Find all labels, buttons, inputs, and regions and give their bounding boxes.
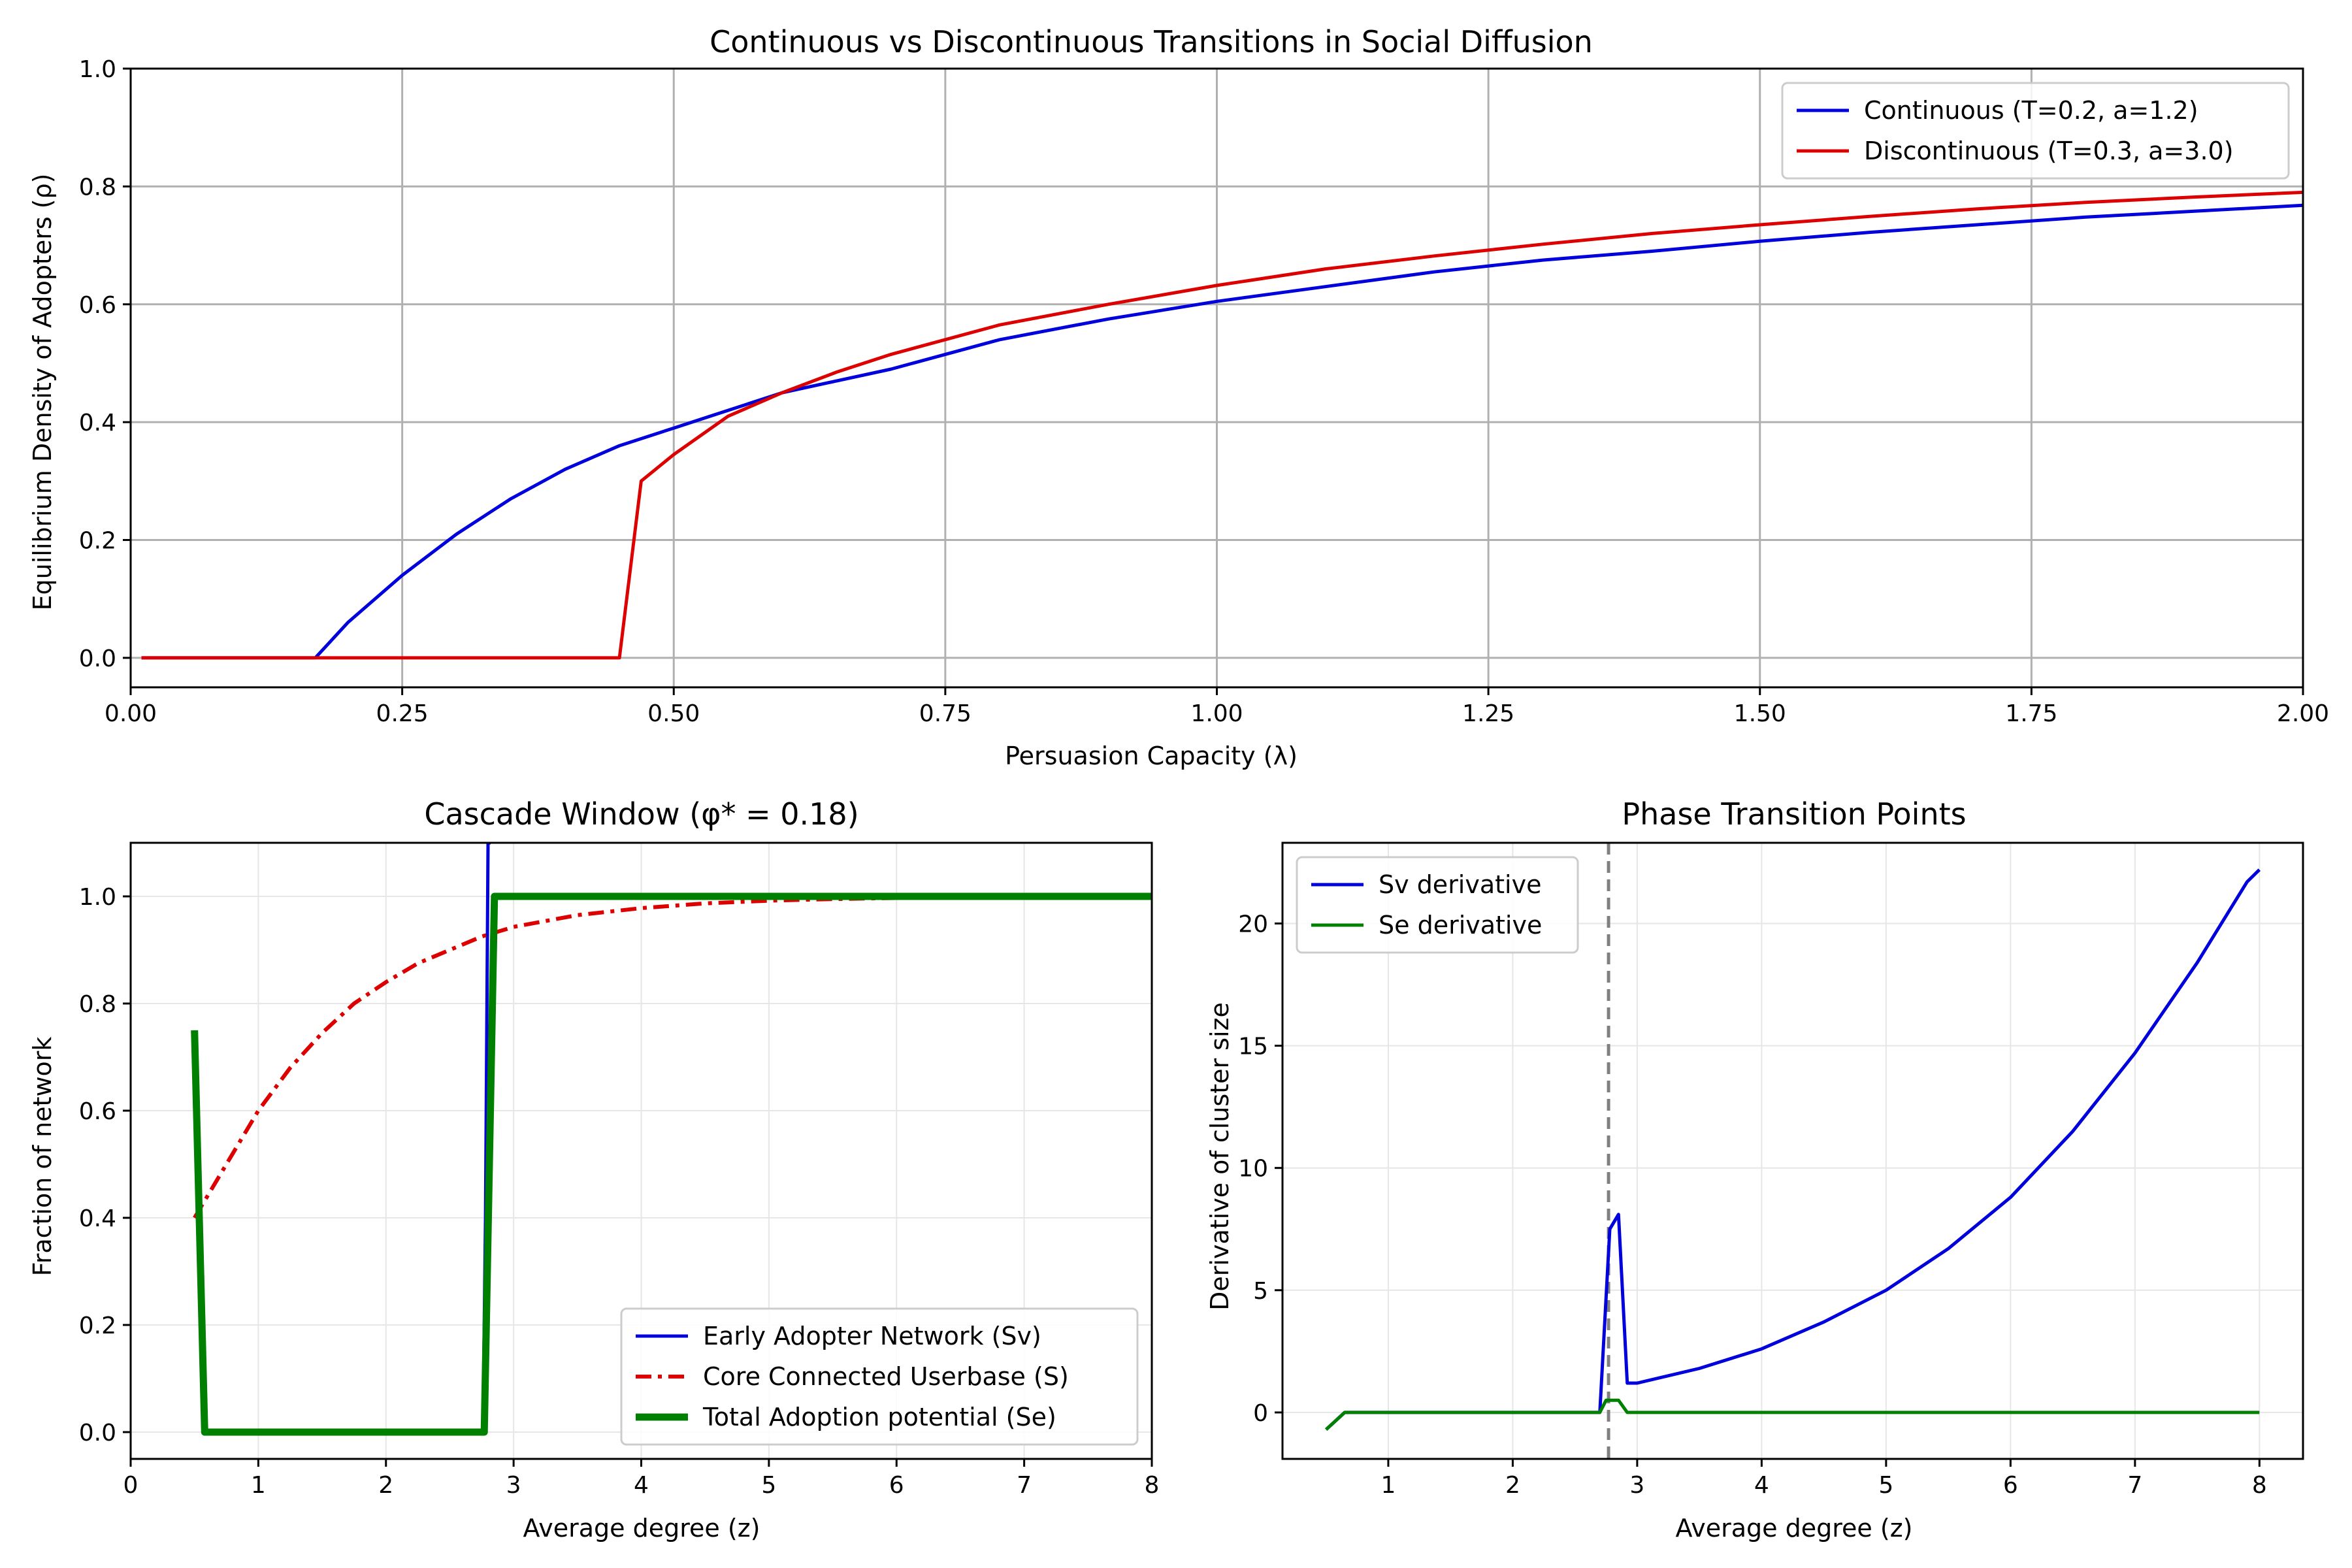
x-tick-label: 8 [2252, 1472, 2267, 1499]
y-tick-label: 0.6 [79, 292, 116, 319]
x-tick-label: 2.00 [2277, 700, 2329, 727]
x-tick-label: 8 [1145, 1472, 1160, 1499]
x-tick-label: 0.00 [105, 700, 157, 727]
y-tick-label: 0.4 [79, 1205, 116, 1232]
y-tick-label: 0.0 [79, 1420, 116, 1446]
y-tick-label: 15 [1238, 1034, 1268, 1060]
legend-label: Sv derivative [1379, 870, 1541, 899]
y-tick-label: 0.2 [79, 528, 116, 555]
y-tick-label: 20 [1238, 911, 1268, 938]
plot-area: 0 1 2 3 4 5 6 7 8 0.0 0.2 0.4 0.6 0.8 1.0 Early Adopter… [79, 841, 1160, 1499]
y-tick-label: 10 [1238, 1156, 1268, 1183]
x-axis-label: Persuasion Capacity (λ) [1005, 742, 1298, 770]
legend-label: Total Adoption potential (Se) [702, 1403, 1056, 1431]
series-line-2 [1325, 1398, 2260, 1431]
x-axis-label: Average degree (z) [523, 1514, 760, 1543]
y-tick-label: 5 [1253, 1278, 1268, 1305]
x-tick-label: 1.50 [1734, 700, 1786, 727]
y-axis-label: Derivative of cluster size [1205, 1002, 1234, 1311]
x-tick-label: 2 [378, 1472, 393, 1499]
y-axis-label: Equilibrium Density of Adopters (ρ) [28, 174, 57, 611]
x-tick-label: 3 [506, 1472, 521, 1499]
phase-transition-chart: Phase Transition Points 1 2 3 4 5 6 7 8 0 5 10 15 20… [1205, 796, 2304, 1543]
series-line-1 [141, 203, 2303, 660]
legend-label: Continuous (T=0.2, a=1.2) [1864, 96, 2198, 125]
x-tick-label: 0 [123, 1472, 139, 1499]
y-tick-label: 0 [1253, 1400, 1268, 1427]
x-tick-label: 3 [1629, 1472, 1644, 1499]
series-group [191, 843, 1152, 1436]
x-tick-label: 1 [1380, 1472, 1396, 1499]
legend-label: Core Connected Userbase (S) [703, 1362, 1069, 1391]
x-tick-label: 1.00 [1190, 700, 1243, 727]
legend: Early Adopter Network (Sv) Core Connected… [620, 1307, 1139, 1446]
y-axis-label: Fraction of network [28, 1037, 57, 1277]
series-group [1325, 868, 2261, 1431]
y-tick-label: 1.0 [79, 884, 116, 911]
plot-area: 0.00 0.25 0.50 0.75 1.00 1.25 1.50 1.75 2.00 0.0 0… [79, 56, 2329, 727]
x-tick-label: 1.75 [2005, 700, 2057, 727]
y-tick-label: 0.6 [79, 1098, 116, 1125]
chart-title: Continuous vs Discontinuous Transitions … [710, 24, 1593, 59]
series-line-3 [191, 892, 1152, 1436]
legend-label: Se derivative [1379, 911, 1542, 939]
x-tick-label: 1 [251, 1472, 266, 1499]
x-tick-label: 0.50 [647, 700, 700, 727]
x-tick-label: 7 [1017, 1472, 1032, 1499]
y-tick-label: 1.0 [79, 56, 116, 83]
x-tick-label: 4 [1754, 1472, 1769, 1499]
x-tick-label: 7 [2127, 1472, 2142, 1499]
series-line-2 [141, 190, 2303, 660]
x-tick-label: 5 [1878, 1472, 1893, 1499]
y-tick-label: 0.4 [79, 410, 116, 436]
x-tick-label: 6 [2003, 1472, 2018, 1499]
x-tick-label: 4 [634, 1472, 649, 1499]
cascade-window-chart: Cascade Window (φ* = 0.18) 0 1 2 3 4 5 6 7 80.00… [28, 796, 1159, 1543]
y-tick-label: 0.8 [79, 174, 116, 201]
legend-label: Early Adopter Network (Sv) [703, 1322, 1041, 1350]
y-tick-label: 0.8 [79, 991, 116, 1018]
legend: Continuous (T=0.2, a=1.2) Discontinuous (… [1781, 82, 2290, 180]
legend-label: Discontinuous (T=0.3, a=3.0) [1864, 137, 2234, 165]
adoption-density-chart: Continuous vs Discontinuous Transitions … [28, 24, 2329, 770]
series-line-2 [193, 894, 1152, 1219]
grid [1282, 843, 2303, 1459]
axes-frame [1281, 841, 2304, 1460]
x-axis-label: Average degree (z) [1676, 1514, 1913, 1543]
x-tick-label: 6 [889, 1472, 904, 1499]
legend-box [1781, 82, 2290, 180]
series-group [141, 190, 2303, 660]
legend-box [620, 1307, 1139, 1446]
legend-box [1296, 856, 1579, 954]
x-tick-label: 1.25 [1462, 700, 1514, 727]
x-tick-label: 0.25 [376, 700, 429, 727]
x-tick-label: 5 [761, 1472, 776, 1499]
chart-title: Cascade Window (φ* = 0.18) [424, 796, 858, 832]
x-tick-label: 2 [1505, 1472, 1520, 1499]
x-tick-label: 0.75 [919, 700, 972, 727]
y-tick-label: 0.0 [79, 645, 116, 672]
chart-title: Phase Transition Points [1622, 796, 1966, 832]
plot-area: 1 2 3 4 5 6 7 8 0 5 10 15 20 Sv derivative Se derivati… [1238, 841, 2304, 1499]
legend: Sv derivative Se derivative [1296, 856, 1579, 954]
y-tick-label: 0.2 [79, 1313, 116, 1339]
